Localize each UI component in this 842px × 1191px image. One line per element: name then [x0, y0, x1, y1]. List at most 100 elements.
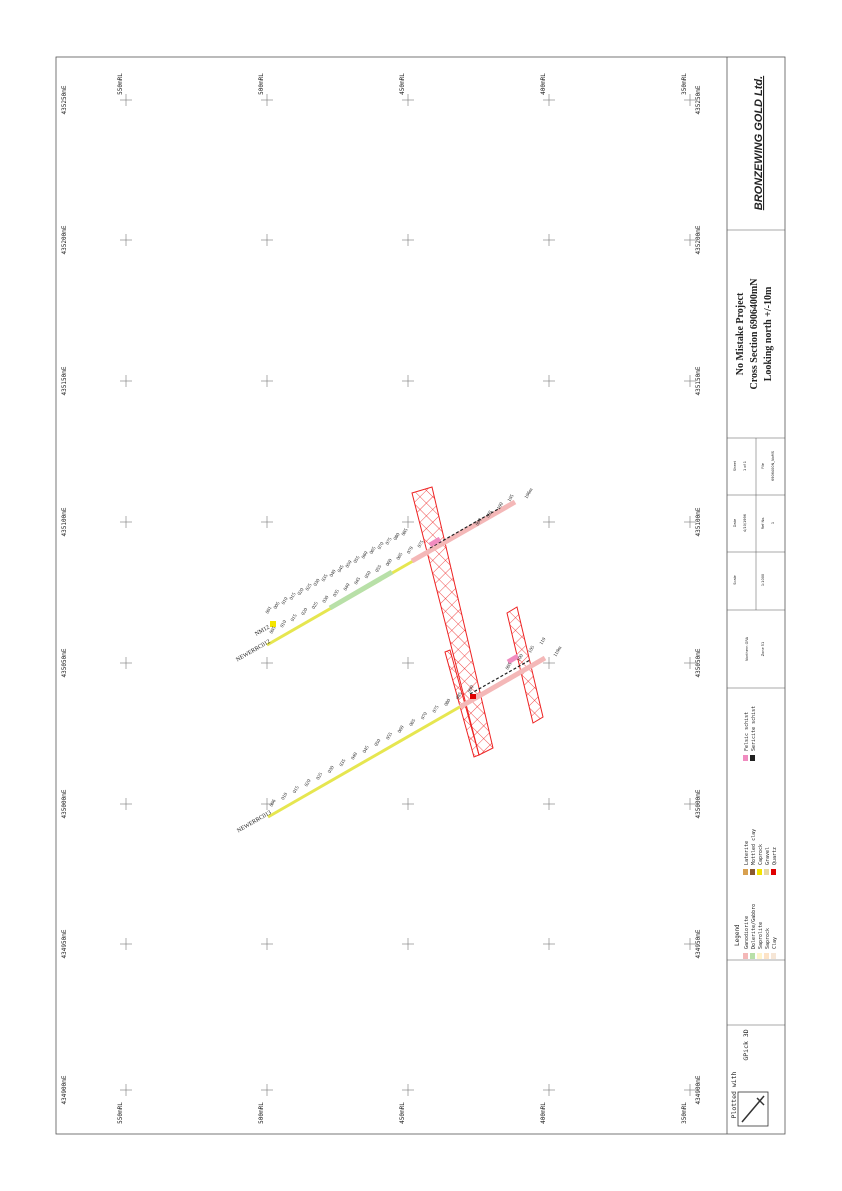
depth-label: 045: [363, 745, 371, 754]
depth-label: 005: [273, 601, 281, 610]
depth-label: 015: [293, 785, 301, 794]
depth-label: 050: [374, 738, 382, 747]
grid-crosses: [120, 94, 696, 1096]
hole-name-label: NM12: [254, 625, 271, 638]
rl-label: 500mRL: [258, 1102, 265, 1124]
easting-label: 435000mE: [61, 789, 68, 818]
grid-cross: [261, 938, 273, 950]
grid-cross: [402, 1084, 414, 1096]
grid-cross: [684, 657, 696, 669]
depth-label: 050: [365, 570, 373, 579]
hole-name-label: NEWERRC013: [236, 810, 272, 834]
depth-label: 085: [456, 691, 464, 700]
grid-cross: [684, 798, 696, 810]
legend-label: Laterite: [744, 841, 750, 865]
ref-label: Ref No.: [761, 517, 765, 530]
depth-label: 065: [409, 718, 417, 727]
depth-label: 040: [329, 569, 337, 578]
grid-cross: [402, 234, 414, 246]
depth-label: 035: [333, 589, 341, 598]
hole-trace-felsic: [428, 536, 442, 548]
depth-label: 060: [398, 725, 406, 734]
date-value: 4/10/1996: [743, 514, 747, 532]
depth-label: 010: [281, 792, 289, 801]
legend-label: Saprolite: [758, 922, 764, 949]
depth-label: 095: [505, 662, 513, 671]
depth-label: 040: [351, 752, 359, 761]
hole-trace-dolerite: [328, 569, 394, 611]
title-block: BRONZEWING GOLD Ltd. No Mistake Project …: [727, 76, 785, 1127]
depth-label: 070: [377, 541, 385, 550]
hole-trace-sericite: [429, 507, 501, 549]
file-label: File: [761, 463, 765, 469]
grid-cross: [120, 375, 132, 387]
legend-swatch: [743, 755, 748, 761]
hole-label-group: NM12001005010015020025030035040045050055…: [254, 528, 410, 638]
depth-label: 055: [353, 555, 361, 564]
grid-cross: [261, 516, 273, 528]
company-name: BRONZEWING GOLD Ltd.: [753, 76, 765, 210]
easting-label: 434950mE: [695, 929, 702, 958]
legend-label: Gravel: [765, 847, 771, 865]
legend-swatch: [750, 953, 755, 959]
grid-cross: [543, 938, 555, 950]
depth-label: 105: [528, 645, 536, 654]
grid-cross: [543, 657, 555, 669]
depth-label: 025: [305, 583, 313, 592]
depth-label: 060: [361, 551, 369, 560]
depth-label: 095: [486, 510, 494, 519]
rl-label: 500mRL: [258, 73, 265, 95]
sheet-value: 1 of 1: [743, 461, 747, 471]
drill-holes: [266, 499, 547, 819]
grid-cross: [120, 657, 132, 669]
grid-cross: [120, 516, 132, 528]
legend-title: Legend: [734, 924, 741, 946]
legend-swatch: [764, 869, 769, 875]
easting-label: 434950mE: [61, 929, 68, 958]
rl-label: 450mRL: [399, 1102, 406, 1124]
depth-label: 020: [297, 587, 305, 596]
grid-cross: [402, 375, 414, 387]
depth-label: 035: [339, 758, 347, 767]
ore-zone-interpretation: [411, 486, 544, 758]
grid-cross: [261, 375, 273, 387]
file-value: 6906400N_NoMS: [771, 450, 775, 481]
hole-trace-felsic: [506, 653, 520, 665]
depth-label: 105: [507, 494, 515, 503]
grid-cross: [684, 938, 696, 950]
hole-trace-sericite: [469, 659, 531, 695]
view-title: Looking north +/-10m: [763, 286, 774, 381]
easting-label: 435100mE: [695, 507, 702, 536]
legend-label: Dolerite/Gabbro: [751, 904, 757, 949]
easting-label: 435200mE: [61, 225, 68, 254]
outer-frame: [55, 56, 786, 1135]
legend-swatch: [757, 953, 762, 959]
legend-swatch: [771, 953, 776, 959]
depth-label: 065: [369, 546, 377, 555]
easting-label: 435200mE: [695, 225, 702, 254]
rl-label: 350mRL: [681, 73, 688, 95]
grid-cross: [261, 94, 273, 106]
easting-label: 435100mE: [61, 507, 68, 536]
legend-label: Felsic schist: [744, 712, 750, 751]
grid-cross: [684, 234, 696, 246]
grid-cross: [261, 1084, 273, 1096]
depth-label: 025: [316, 772, 324, 781]
legend-label: Quartz: [772, 847, 778, 865]
depth-label: 080: [393, 532, 401, 541]
sheet-label: Sheet: [733, 460, 737, 471]
legend-label: Ganodiorite: [744, 916, 750, 949]
depth-label: 100: [517, 653, 525, 662]
depth-label: 070: [407, 546, 415, 555]
easting-label: 435150mE: [61, 366, 68, 395]
pick-icon: [737, 1091, 769, 1127]
legend-label: Clay: [772, 937, 778, 949]
easting-labels-left: 435250mE 435200mE 435150mE 435100mE 435050mE…: [61, 85, 68, 1104]
legend-swatch: [750, 755, 755, 761]
depth-label: 060: [386, 558, 394, 567]
depth-label: 055: [375, 564, 383, 573]
depth-label: 005: [269, 626, 277, 635]
depth-label: 045: [354, 576, 362, 585]
grid-cross: [402, 798, 414, 810]
